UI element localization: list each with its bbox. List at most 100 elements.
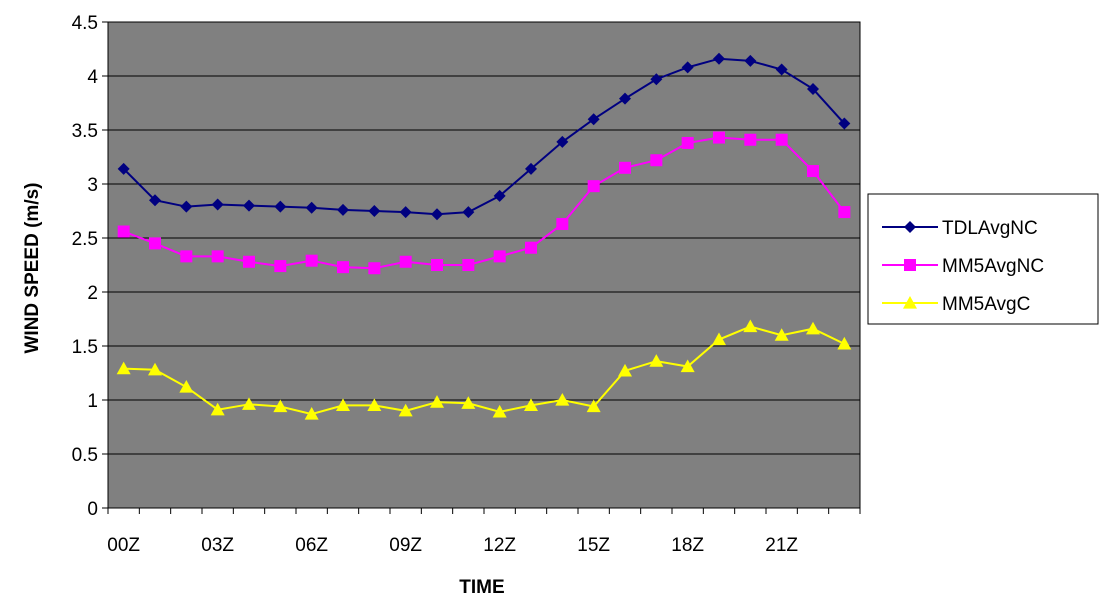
x-tick-label: 09Z — [389, 535, 422, 556]
data-point-mm5avgc — [555, 393, 570, 406]
data-point-mm5avgnc — [462, 259, 475, 271]
data-point-mm5avgc — [492, 404, 507, 418]
data-point-mm5avgc — [273, 399, 288, 413]
y-tick-label: 4 — [87, 67, 98, 88]
data-point-mm5avgc — [712, 332, 726, 346]
data-point-mm5avgc — [743, 319, 758, 333]
legend-label-mm5avgnc: MM5AvgNC — [942, 256, 1044, 277]
data-point-mm5avgc — [524, 398, 538, 411]
data-point-tdlavgnc — [744, 54, 757, 67]
data-point-mm5avgc — [806, 321, 820, 335]
data-point-tdlavgnc — [587, 113, 600, 126]
legend-marker-tdlavgnc — [904, 221, 916, 233]
data-point-mm5avgnc — [337, 261, 349, 274]
data-point-mm5avgc — [618, 363, 632, 377]
data-point-tdlavgnc — [431, 208, 443, 221]
data-point-mm5avgc — [430, 395, 444, 408]
data-point-tdlavgnc — [713, 52, 725, 65]
data-point-mm5avgc — [774, 328, 789, 341]
data-point-tdlavgnc — [556, 135, 569, 148]
x-tick-label: 00Z — [107, 535, 140, 556]
y-tick-label: 4.5 — [72, 13, 98, 34]
data-point-mm5avgc — [148, 362, 162, 376]
data-point-mm5avgc — [398, 403, 413, 417]
series-mm5avgnc — [117, 131, 851, 275]
series-mm5avgc — [116, 319, 852, 420]
data-point-tdlavgnc — [775, 63, 788, 76]
data-point-tdlavgnc — [807, 82, 819, 95]
series-group — [116, 52, 852, 420]
data-point-mm5avgnc — [838, 206, 851, 219]
data-point-mm5avgc — [210, 402, 225, 416]
data-point-mm5avgnc — [650, 154, 663, 167]
data-point-mm5avgc — [304, 407, 319, 420]
x-axis-title: TIME — [459, 577, 504, 598]
data-point-tdlavgnc — [149, 194, 161, 207]
data-point-tdlavgnc — [493, 189, 506, 202]
data-point-mm5avgc — [461, 396, 476, 409]
data-point-tdlavgnc — [681, 61, 694, 74]
data-point-mm5avgc — [116, 361, 131, 375]
data-point-mm5avgnc — [713, 131, 725, 144]
data-point-tdlavgnc — [462, 206, 475, 219]
data-point-tdlavgnc — [274, 200, 287, 213]
y-tick-label: 3 — [87, 175, 98, 196]
data-point-mm5avgnc — [775, 133, 788, 146]
data-point-mm5avgnc — [681, 136, 694, 149]
data-point-mm5avgc — [179, 380, 194, 393]
data-point-tdlavgnc — [117, 162, 130, 175]
plot-area — [107, 21, 861, 509]
gridlines — [108, 21, 860, 455]
data-point-mm5avgnc — [556, 217, 569, 230]
data-point-mm5avgnc — [243, 255, 255, 268]
series-tdlavgnc — [117, 52, 851, 221]
data-point-tdlavgnc — [368, 205, 381, 217]
data-point-tdlavgnc — [399, 206, 412, 219]
data-point-mm5avgc — [336, 398, 350, 411]
data-point-tdlavgnc — [305, 201, 318, 214]
data-point-mm5avgnc — [525, 241, 537, 254]
data-point-tdlavgnc — [619, 92, 631, 105]
y-axis-title: WIND SPEED (m/s) — [22, 182, 43, 353]
data-point-mm5avgnc — [149, 237, 161, 250]
legend-marker-mm5avgc — [903, 296, 917, 309]
x-tick-label: 21Z — [765, 535, 798, 556]
data-point-tdlavgnc — [211, 198, 224, 211]
data-point-mm5avgnc — [180, 250, 193, 263]
axes: 0 0.5 1 1.5 2 2.5 3 3.5 4 4.5 00Z 03Z 06Z 09Z 12Z 15Z 18… — [72, 13, 861, 556]
data-point-tdlavgnc — [838, 117, 851, 130]
data-point-mm5avgnc — [744, 133, 757, 146]
data-point-tdlavgnc — [243, 199, 255, 212]
x-tick-label: 03Z — [201, 535, 234, 556]
y-tick-label: 2 — [87, 283, 98, 304]
legend-label-tdlavgnc: TDLAvgNC — [942, 218, 1038, 239]
data-point-mm5avgnc — [368, 262, 381, 275]
data-point-mm5avgnc — [493, 250, 506, 263]
plot-background — [107, 21, 861, 509]
series-line-mm5avgc — [123, 325, 845, 416]
data-point-mm5avgnc — [431, 259, 443, 271]
data-point-mm5avgnc — [117, 225, 130, 238]
y-tick-label: 1.5 — [72, 337, 98, 358]
x-tick-label: 12Z — [483, 535, 516, 556]
legend-label-mm5avgc: MM5AvgC — [942, 294, 1030, 315]
data-point-mm5avgc — [586, 399, 601, 413]
legend: TDLAvgNC MM5AvgNC MM5AvgC — [867, 193, 1099, 325]
data-point-mm5avgnc — [399, 255, 412, 268]
legend-marker-mm5avgnc — [904, 259, 916, 271]
data-point-mm5avgnc — [807, 165, 819, 178]
data-point-tdlavgnc — [337, 203, 349, 216]
data-point-mm5avgc — [837, 336, 852, 350]
data-point-mm5avgc — [367, 398, 382, 411]
data-point-mm5avgnc — [211, 250, 224, 263]
data-point-mm5avgnc — [619, 161, 631, 174]
y-tick-label: 1 — [87, 391, 98, 412]
y-tick-label: 0.5 — [72, 445, 98, 466]
data-point-tdlavgnc — [525, 162, 537, 175]
y-tick-label: 0 — [87, 499, 98, 520]
y-tick-label: 3.5 — [72, 121, 98, 142]
data-point-mm5avgnc — [305, 254, 318, 267]
data-point-mm5avgc — [649, 354, 664, 367]
